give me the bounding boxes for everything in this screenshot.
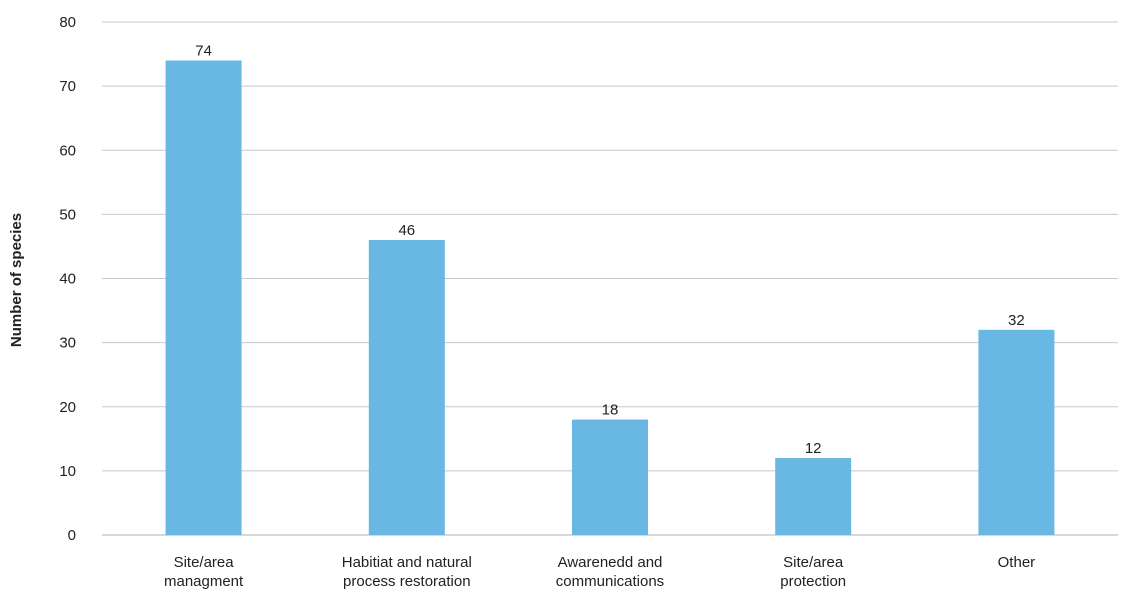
data-label: 74 bbox=[195, 42, 212, 59]
x-tick-label: Awarenedd and communications bbox=[556, 554, 664, 590]
bar bbox=[165, 60, 242, 535]
data-label: 18 bbox=[602, 402, 619, 419]
bar bbox=[368, 240, 445, 535]
y-tick-label: 80 bbox=[59, 14, 76, 31]
bar bbox=[572, 419, 648, 535]
y-tick-label: 0 bbox=[68, 527, 76, 544]
y-tick-label: 50 bbox=[59, 206, 76, 223]
y-tick-label: 30 bbox=[59, 335, 76, 352]
data-labels: 74 46 18 12 32 bbox=[195, 42, 1024, 457]
data-label: 32 bbox=[1008, 312, 1025, 329]
bar bbox=[775, 458, 852, 535]
data-label: 12 bbox=[805, 440, 822, 457]
y-tick-label: 10 bbox=[59, 463, 76, 480]
x-tick-label: Other bbox=[998, 554, 1036, 571]
gridlines bbox=[102, 21, 1118, 536]
y-axis-ticks: 0 10 20 30 40 50 60 70 80 bbox=[59, 14, 76, 544]
bars bbox=[165, 60, 1055, 535]
x-tick-label: Site/area protection bbox=[780, 554, 846, 590]
y-tick-label: 40 bbox=[59, 271, 76, 288]
y-tick-label: 60 bbox=[59, 142, 76, 159]
data-label: 46 bbox=[398, 222, 415, 239]
y-tick-label: 20 bbox=[59, 399, 76, 416]
x-tick-label: Site/area managment bbox=[164, 554, 244, 590]
x-axis-categories: Site/area managment Habitiat and natural pr… bbox=[164, 554, 1035, 590]
bar bbox=[978, 329, 1055, 535]
y-axis-title: Number of species bbox=[8, 213, 25, 347]
y-tick-label: 70 bbox=[59, 78, 76, 95]
x-tick-label: Habitiat and natural process restoration bbox=[342, 554, 472, 590]
